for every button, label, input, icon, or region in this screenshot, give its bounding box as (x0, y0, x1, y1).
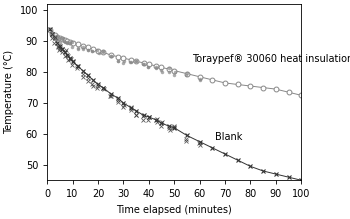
Text: Toraypef® 30060 heat insulation: Toraypef® 30060 heat insulation (192, 54, 350, 64)
Y-axis label: Temperature (°C): Temperature (°C) (4, 50, 14, 134)
X-axis label: Time elapsed (minutes): Time elapsed (minutes) (116, 205, 232, 215)
Text: Blank: Blank (215, 132, 242, 142)
